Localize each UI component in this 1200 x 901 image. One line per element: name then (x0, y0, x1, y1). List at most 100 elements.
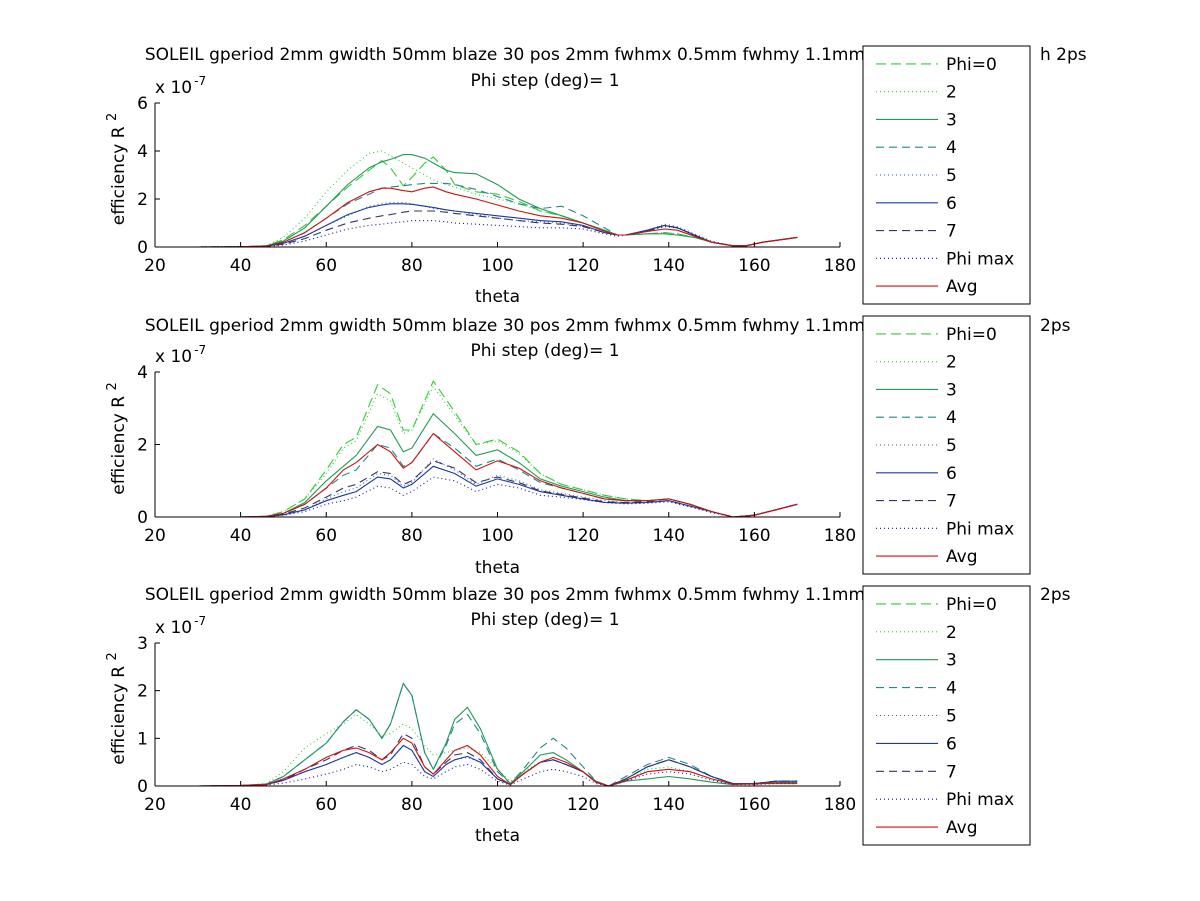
chart-title: SOLEIL gperiod 2mm gwidth 50mm blaze 30 … (145, 316, 945, 336)
legend-label-1: Phi=0 (946, 325, 997, 345)
series-line-9 (197, 737, 798, 787)
legend-label-4: 4 (946, 138, 957, 158)
series-group (197, 150, 798, 248)
legend-label-3: 3 (946, 110, 957, 130)
legend: Phi=0 2 3 4 5 6 7 Phi max Avg (862, 45, 1031, 305)
chart-title-tail: h 2ps (1040, 45, 1087, 65)
legend-label-6: 6 (946, 464, 957, 484)
y-axis-label-superscript: 2 (105, 652, 120, 660)
series-line-9 (197, 186, 798, 248)
x-tick-label: 180 (824, 256, 856, 276)
x-tick-label: 40 (230, 526, 252, 546)
legend-box (862, 45, 1031, 305)
chart-title-tail: 2ps (1040, 585, 1071, 605)
y-axis-label-superscript: 2 (105, 382, 120, 390)
legend: Phi=0 2 3 4 5 6 7 Phi max Avg (862, 315, 1031, 575)
y-tick-label: 4 (137, 363, 148, 383)
y-tick-label: 3 (137, 634, 148, 654)
legend-label-6: 6 (946, 734, 957, 754)
legend-label-9: Avg (946, 818, 978, 838)
x-tick-label: 80 (401, 526, 423, 546)
chart-title-tail: 2ps (1040, 316, 1071, 336)
x-tick-label: 160 (738, 526, 770, 546)
y-tick-label: 2 (137, 190, 148, 210)
x-tick-label: 180 (824, 795, 856, 815)
x-tick-label: 160 (738, 795, 770, 815)
y-axis-label: efficiency R 2 (105, 382, 129, 495)
x-tick-label: 40 (230, 795, 252, 815)
chart-subtitle: Phi step (deg)= 1 (470, 71, 619, 91)
x-tick-label: 60 (315, 526, 337, 546)
y-tick-label: 4 (137, 142, 148, 162)
y-tick-label: 0 (137, 508, 148, 528)
chart-panel-1: SOLEIL gperiod 2mm gwidth 50mm blaze 30 … (105, 45, 1087, 307)
legend-label-5: 5 (946, 436, 957, 456)
legend-label-8: Phi max (946, 790, 1014, 810)
y-tick-label: 2 (137, 682, 148, 702)
series-line-9 (197, 432, 798, 518)
legend: Phi=0 2 3 4 5 6 7 Phi max Avg (862, 585, 1031, 846)
legend-label-1: Phi=0 (946, 595, 997, 615)
x-axis-label: theta (475, 287, 520, 307)
y-axis-label: efficiency R 2 (105, 113, 129, 226)
series-line-4 (197, 182, 798, 248)
x-tick-label: 20 (144, 526, 166, 546)
y-axis-label: efficiency R 2 (105, 652, 129, 765)
series-line-8 (197, 220, 798, 248)
series-line-7 (197, 210, 798, 248)
legend-label-1: Phi=0 (946, 55, 997, 75)
series-line-4 (197, 682, 798, 787)
series-group (197, 379, 798, 518)
series-line-6 (197, 744, 798, 787)
chart-panel-3: SOLEIL gperiod 2mm gwidth 50mm blaze 30 … (105, 585, 1071, 846)
chart-title: SOLEIL gperiod 2mm gwidth 50mm blaze 30 … (145, 45, 945, 65)
chart-panel-2: SOLEIL gperiod 2mm gwidth 50mm blaze 30 … (105, 315, 1071, 578)
legend-label-2: 2 (946, 623, 957, 643)
y-tick-label: 6 (137, 94, 148, 114)
x-tick-label: 20 (144, 256, 166, 276)
chart-subtitle: Phi step (deg)= 1 (470, 341, 619, 361)
x-axis-label: theta (475, 558, 520, 578)
series-line-7 (197, 460, 798, 518)
x-tick-label: 120 (567, 526, 599, 546)
x-tick-label: 120 (567, 256, 599, 276)
y-scale-exponent: -7 (194, 343, 206, 357)
legend-label-3: 3 (946, 380, 957, 400)
legend-box (862, 315, 1031, 575)
legend-label-7: 7 (946, 492, 957, 512)
x-tick-label: 140 (653, 256, 685, 276)
x-tick-label: 180 (824, 526, 856, 546)
legend-label-5: 5 (946, 166, 957, 186)
legend-box (862, 585, 1031, 846)
series-line-5 (197, 202, 798, 248)
series-line-6 (197, 465, 798, 518)
x-tick-label: 100 (481, 526, 513, 546)
legend-label-5: 5 (946, 707, 957, 727)
y-scale-exponent: -7 (194, 614, 206, 628)
series-line-3 (197, 154, 798, 248)
chart-subtitle: Phi step (deg)= 1 (470, 610, 619, 630)
chart-title: SOLEIL gperiod 2mm gwidth 50mm blaze 30 … (145, 585, 945, 605)
x-axis-label: theta (475, 826, 520, 846)
x-tick-label: 60 (315, 795, 337, 815)
x-tick-label: 140 (653, 526, 685, 546)
x-tick-label: 100 (481, 795, 513, 815)
y-tick-label: 2 (137, 436, 148, 456)
x-tick-label: 100 (481, 256, 513, 276)
legend-label-3: 3 (946, 651, 957, 671)
legend-label-4: 4 (946, 408, 957, 428)
series-line-8 (197, 476, 798, 518)
x-tick-label: 120 (567, 795, 599, 815)
legend-label-7: 7 (946, 762, 957, 782)
x-tick-label: 60 (315, 256, 337, 276)
legend-label-6: 6 (946, 194, 957, 214)
x-tick-label: 140 (653, 795, 685, 815)
legend-label-4: 4 (946, 679, 957, 699)
legend-label-8: Phi max (946, 249, 1014, 269)
x-tick-label: 80 (401, 256, 423, 276)
legend-label-9: Avg (946, 277, 978, 297)
legend-label-7: 7 (946, 222, 957, 242)
y-axis-label-superscript: 2 (105, 113, 120, 121)
legend-label-9: Avg (946, 547, 978, 567)
